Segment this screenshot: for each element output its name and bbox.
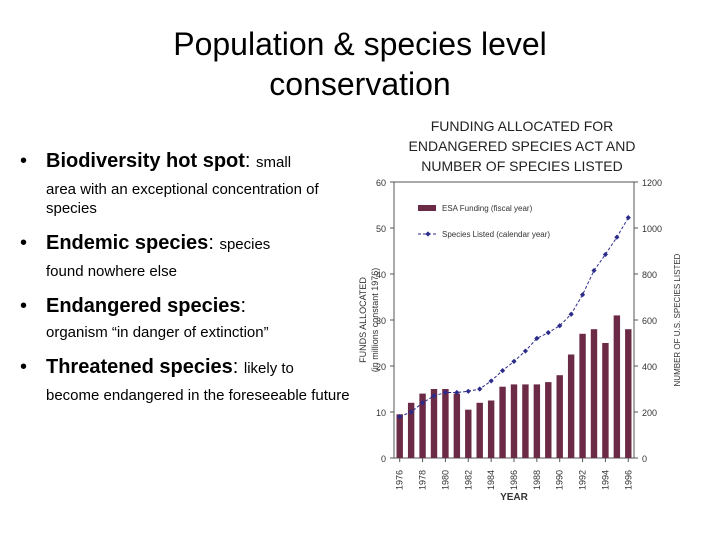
bar	[476, 402, 483, 458]
chart-title: ENDANGERED SPECIES ACT AND	[409, 138, 636, 154]
species-point	[397, 414, 403, 420]
species-point	[557, 323, 563, 329]
bullet-item: • Biodiversity hot spot: small area with…	[18, 148, 358, 218]
bullet-list: • Biodiversity hot spot: small area with…	[18, 148, 358, 417]
bar	[510, 384, 518, 458]
bar	[613, 315, 621, 458]
x-tick-label: 1978	[418, 470, 428, 490]
species-point	[579, 292, 586, 298]
y2-tick-label: 1000	[642, 224, 662, 234]
species-point	[511, 358, 517, 364]
bar	[556, 375, 563, 458]
bar	[545, 382, 552, 458]
species-point	[625, 215, 631, 221]
bar	[625, 329, 632, 458]
y-tick-label: 30	[376, 316, 386, 326]
bullet-term: Endangered species	[46, 295, 241, 317]
bar	[533, 384, 541, 458]
species-point	[488, 378, 494, 384]
y2-tick-label: 200	[642, 408, 657, 418]
x-tick-label: 1992	[578, 470, 588, 490]
slide-title: Population & species level conservation	[0, 24, 720, 104]
chart-title: FUNDING ALLOCATED FOR	[431, 118, 614, 134]
bullet-subtext: become endangered in the foreseeable fut…	[46, 387, 350, 404]
x-axis-label: YEAR	[500, 492, 529, 503]
x-tick-label: 1996	[623, 470, 633, 490]
x-tick-label: 1990	[555, 470, 565, 490]
bullet-term: Biodiversity hot spot	[46, 150, 245, 172]
bar	[499, 386, 506, 458]
bullet-item: • Endangered species: organism “in dange…	[18, 293, 358, 342]
legend-marker-species	[425, 231, 431, 237]
bar	[465, 409, 472, 458]
species-point	[465, 388, 471, 394]
bar	[602, 343, 609, 458]
chart-title: NUMBER OF SPECIES LISTED	[421, 158, 622, 174]
bullet-subtext: found nowhere else	[46, 263, 177, 280]
y-tick-label: 20	[376, 362, 386, 372]
bullet-text: species	[219, 236, 271, 253]
bar	[442, 389, 449, 458]
bar	[487, 400, 495, 458]
bar	[522, 384, 529, 458]
y2-tick-label: 0	[642, 454, 647, 464]
x-tick-label: 1976	[395, 470, 405, 490]
species-point	[602, 251, 609, 258]
y2-axis-label: NUMBER OF U.S. SPECIES LISTED	[673, 253, 682, 386]
x-tick-label: 1980	[440, 470, 450, 490]
bar	[430, 389, 438, 458]
bullet-subtext: area with an exceptional concentration o…	[46, 181, 319, 217]
legend-label-species: Species Listed (calendar year)	[442, 230, 550, 239]
bar	[579, 333, 586, 458]
bullet-subtext: organism “in danger of extinction”	[46, 324, 269, 341]
slide-title-line-1: Population & species level	[173, 26, 547, 62]
y2-tick-label: 800	[642, 270, 657, 280]
bar	[407, 402, 415, 458]
bullet-text: likely to	[243, 360, 294, 377]
y2-tick-label: 400	[642, 362, 657, 372]
y-tick-label: 60	[376, 178, 386, 188]
species-point	[568, 311, 574, 317]
species-point	[499, 368, 506, 374]
y2-tick-label: 1200	[642, 178, 662, 188]
species-point	[431, 393, 437, 399]
legend-label-funding: ESA Funding (fiscal year)	[442, 204, 533, 213]
x-tick-label: 1984	[486, 470, 496, 490]
slide-title-line-2: conservation	[269, 66, 451, 102]
bullet-item: • Endemic species: species found nowhere…	[18, 230, 358, 281]
bullet-icon: •	[20, 232, 28, 254]
x-tick-label: 1994	[600, 470, 610, 490]
y-tick-label: 10	[376, 408, 386, 418]
bullet-item: • Threatened species: likely to become e…	[18, 354, 358, 405]
bullet-icon: •	[20, 295, 28, 317]
species-point	[591, 267, 597, 274]
species-point	[614, 234, 620, 240]
bullet-text: small	[256, 154, 292, 171]
bullet-icon: •	[20, 356, 28, 378]
funding-chart: FUNDING ALLOCATED FOR ENDANGERED SPECIES …	[358, 118, 682, 503]
bullet-term: Endemic species	[46, 232, 209, 254]
species-point	[477, 386, 483, 392]
bullet-term: Threatened species	[46, 356, 233, 378]
y-axis-label: FUNDS ALLOCATED	[358, 277, 368, 363]
y-tick-label: 0	[381, 454, 386, 464]
y-axis-label-sub: (in millions constant 1976)	[370, 268, 380, 373]
y2-tick-label: 600	[642, 316, 657, 326]
x-tick-label: 1988	[532, 470, 542, 490]
x-tick-label: 1982	[463, 470, 473, 490]
bullet-icon: •	[20, 150, 28, 172]
legend-swatch-funding	[418, 205, 436, 211]
y-tick-label: 40	[376, 270, 386, 280]
bar	[453, 393, 461, 458]
species-point	[522, 348, 529, 354]
bar	[396, 414, 403, 458]
bar	[590, 329, 598, 458]
bar	[567, 354, 575, 458]
x-tick-label: 1986	[509, 470, 519, 490]
y-tick-label: 50	[376, 224, 386, 234]
species-point	[545, 330, 551, 336]
bar	[419, 393, 426, 458]
